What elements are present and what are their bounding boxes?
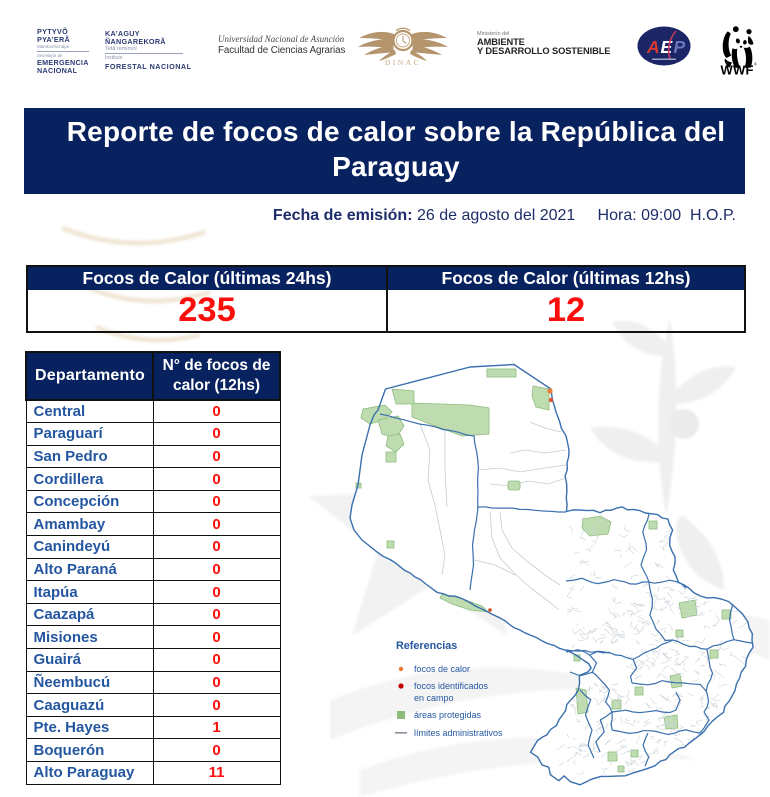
svg-text:Referencias: Referencias [396,640,457,652]
svg-text:P: P [674,37,686,57]
svg-text:E: E [661,37,674,57]
svg-text:WWF: WWF [721,63,754,77]
svg-text:A: A [646,37,660,57]
svg-text:límites administrativos: límites administrativos [414,728,503,738]
svg-text:®: ® [754,62,757,67]
svg-text:áreas protegidas: áreas protegidas [414,710,482,720]
svg-text:focos identificados: focos identificados [414,681,489,691]
svg-text:DINAC: DINAC [385,58,421,67]
svg-text:en campo: en campo [414,693,454,703]
svg-text:focos de calor: focos de calor [414,664,470,674]
